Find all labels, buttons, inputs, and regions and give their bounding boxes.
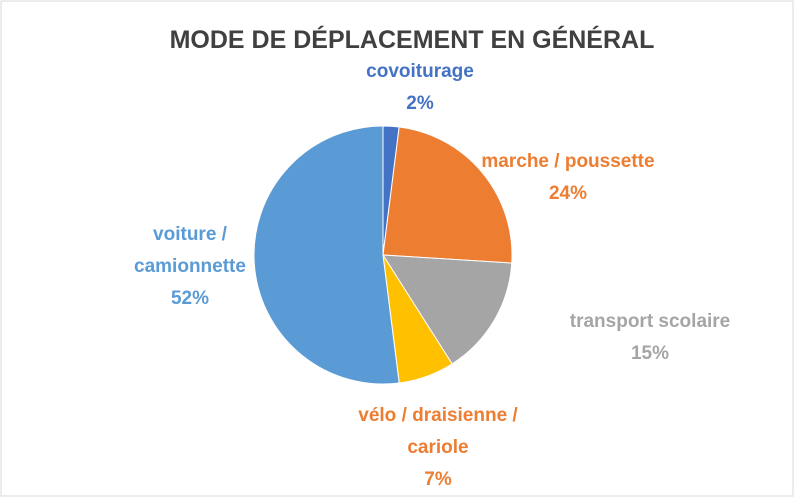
value-label: 7% — [424, 469, 452, 490]
value-label: 24% — [548, 183, 588, 204]
category-label: transport scolaire — [569, 311, 731, 332]
pie-slice — [382, 254, 513, 365]
data-label: voiture / camionnette 52% — [110, 219, 270, 315]
chart-title: MODE DE DÉPLACEMENT EN GÉNÉRAL — [169, 26, 655, 54]
category-label: voiture / camionnette — [134, 224, 246, 277]
category-label: marche / poussette — [481, 151, 655, 172]
data-label: covoiturage 2% — [320, 56, 520, 120]
category-label: covoiturage — [366, 61, 474, 82]
value-label: 2% — [406, 93, 434, 114]
value-label: 52% — [170, 288, 210, 309]
data-label: marche / poussette 24% — [448, 146, 688, 210]
data-label: transport scolaire 15% — [520, 306, 780, 370]
value-label: 15% — [630, 343, 670, 364]
pie-slice — [253, 125, 400, 385]
category-label: vélo / draisienne / cariole — [358, 405, 518, 458]
data-label: vélo / draisienne / cariole 7% — [328, 400, 548, 496]
pie-slice — [382, 126, 513, 264]
